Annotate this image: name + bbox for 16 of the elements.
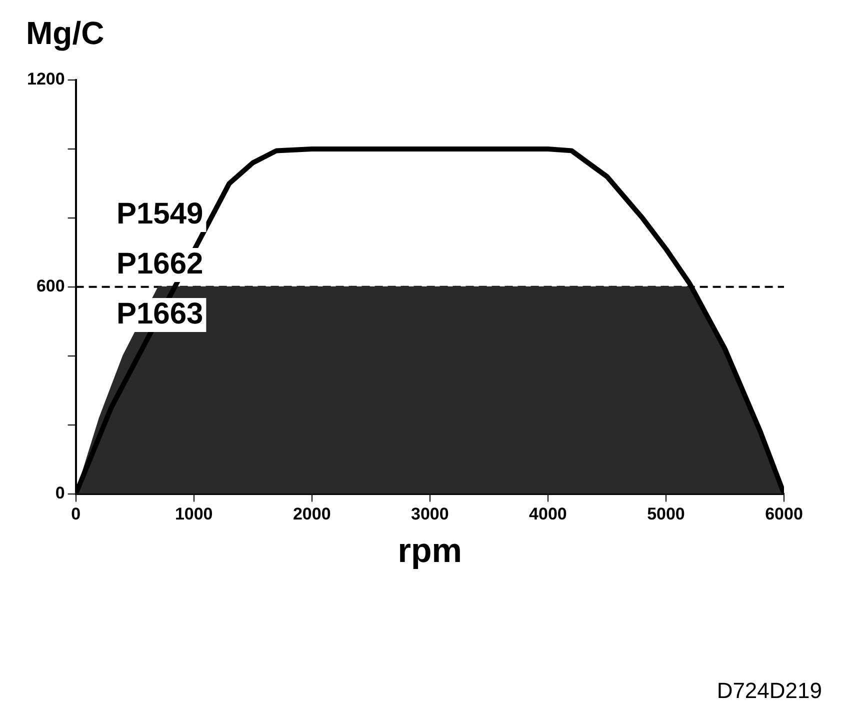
- x-axis-title: rpm: [398, 532, 462, 570]
- annotation: P1549: [116, 197, 204, 230]
- text: D724D219: [716, 678, 822, 703]
- y-tick-label: 600: [36, 276, 65, 296]
- annotation: P1663: [116, 297, 204, 330]
- x-tick-label: 0: [71, 504, 81, 524]
- x-tick-label: 4000: [529, 504, 567, 524]
- annotation: P1662: [116, 247, 204, 280]
- y-tick-label: 0: [55, 483, 65, 502]
- y-tick-label: 1200: [26, 70, 65, 89]
- x-tick-label: 6000: [765, 504, 803, 524]
- x-tick-label: 1000: [174, 504, 213, 524]
- x-tick-label: 2000: [292, 504, 331, 524]
- y-axis-title: Mg/C: [26, 15, 104, 51]
- x-tick-label: 3000: [410, 504, 449, 524]
- x-tick-label: 5000: [647, 504, 685, 524]
